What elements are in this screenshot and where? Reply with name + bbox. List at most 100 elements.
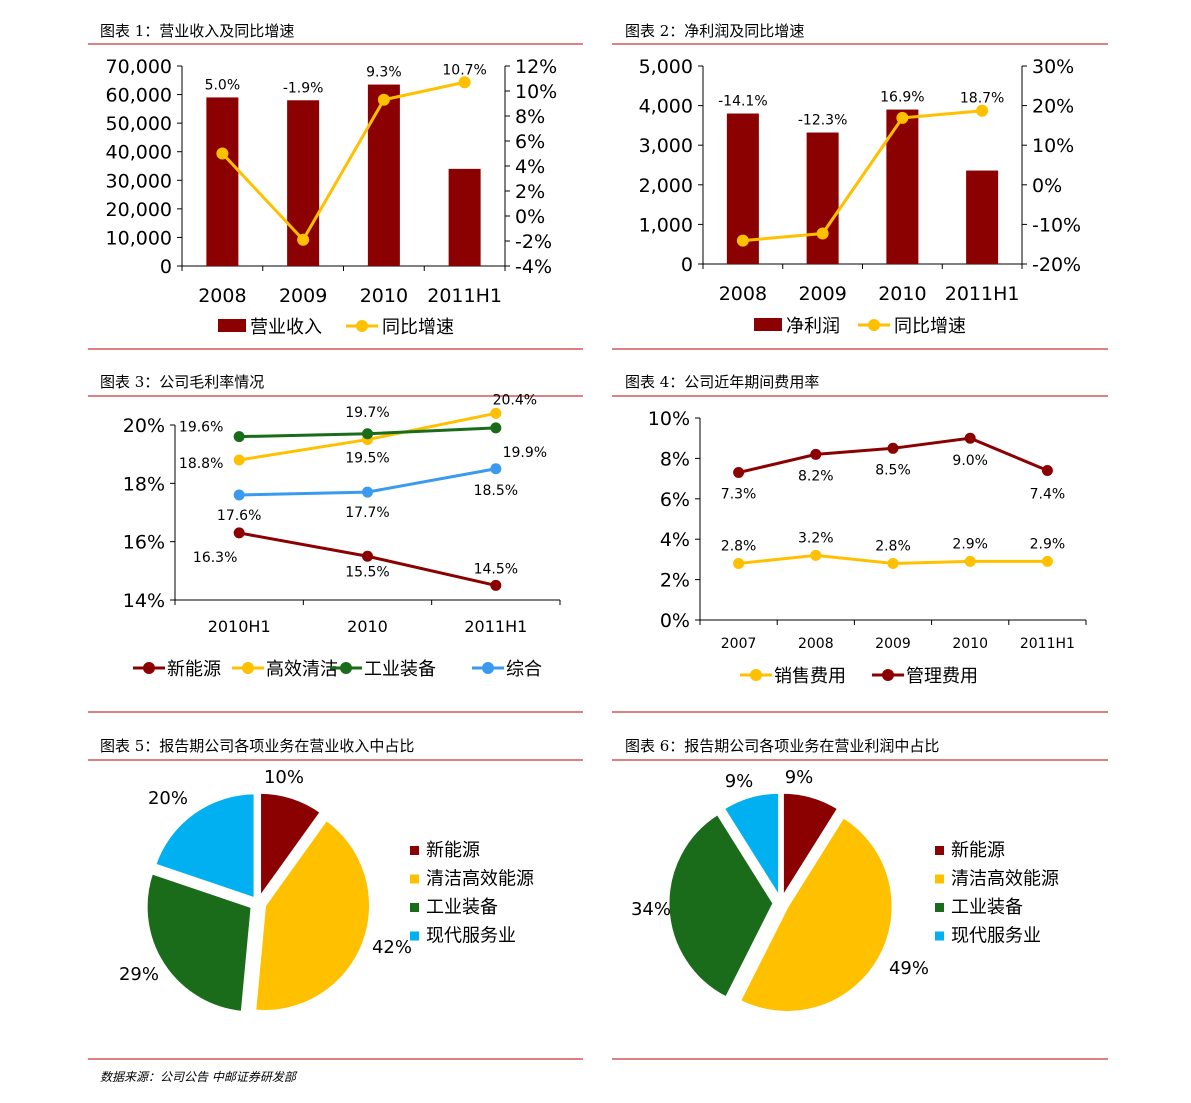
legend-swatch-marker	[242, 662, 254, 674]
series-point	[362, 428, 373, 440]
data-label: 2.8%	[721, 538, 757, 554]
y-tick-label: 0%	[660, 610, 690, 632]
x-tick-label: 2009	[279, 285, 327, 307]
series-point	[964, 432, 976, 444]
y-left-tick-label: 70,000	[106, 56, 172, 78]
data-label: 8.5%	[875, 462, 911, 478]
y-tick-label: 10%	[648, 408, 690, 430]
pie-data-label: 29%	[119, 964, 159, 985]
series-point	[490, 407, 502, 419]
y-tick-label: 16%	[123, 532, 165, 554]
y-left-tick-label: 50,000	[106, 113, 172, 135]
series-point	[1041, 465, 1053, 477]
legend-swatch-marker	[340, 662, 352, 674]
legend-label: 管理费用	[906, 666, 978, 687]
growth-point	[896, 111, 909, 124]
pie-data-label: 42%	[372, 937, 412, 958]
legend-swatch	[935, 903, 944, 912]
bar	[806, 132, 839, 264]
pie-data-label: 9%	[725, 771, 754, 792]
series-point	[233, 431, 245, 443]
y-right-tick-label: 8%	[515, 106, 545, 128]
y-right-tick-label: 12%	[515, 56, 557, 78]
data-label: 20.4%	[493, 392, 537, 408]
y-left-tick-label: 0	[681, 254, 693, 276]
pie-data-label: 49%	[889, 958, 929, 979]
y-left-tick-label: 2,000	[639, 175, 693, 197]
y-left-tick-label: 4,000	[639, 96, 693, 118]
pie-slice	[258, 790, 324, 903]
legend-label: 清洁高效能源	[951, 869, 1059, 890]
pie-slice	[152, 791, 257, 902]
x-tick-label: 2010	[347, 617, 388, 636]
y-right-tick-label: 4%	[515, 156, 545, 178]
legend-label-line: 同比增速	[894, 316, 966, 337]
data-label: 2.9%	[1030, 536, 1066, 552]
data-label: 15.5%	[345, 564, 389, 580]
data-label: 7.3%	[721, 487, 757, 503]
growth-data-label: 10.7%	[442, 62, 486, 78]
y-tick-label: 6%	[660, 489, 690, 511]
pie-data-label: 34%	[631, 899, 671, 920]
series-point	[964, 555, 976, 567]
y-left-tick-label: 60,000	[106, 85, 172, 107]
pie-data-label: 9%	[785, 767, 814, 788]
y-right-tick-label: -2%	[515, 231, 552, 253]
chart3-title: 图表 3：公司毛利率情况	[100, 373, 264, 391]
series-point	[810, 448, 822, 460]
x-tick-label: 2008	[719, 283, 767, 305]
data-label: 18.5%	[474, 483, 518, 499]
legend-swatch-bar	[754, 318, 782, 331]
data-label: 2.8%	[875, 538, 911, 554]
legend-label: 高效清洁	[266, 659, 338, 680]
data-label: 8.2%	[798, 468, 834, 484]
bar	[367, 84, 400, 266]
x-tick-label: 2009	[798, 283, 846, 305]
series-point	[1041, 555, 1053, 567]
x-tick-label: 2010H1	[208, 617, 271, 636]
series-point	[362, 486, 373, 498]
y-right-tick-label: -4%	[515, 256, 552, 278]
legend-label: 销售费用	[774, 666, 846, 687]
legend-label: 新能源	[951, 840, 1005, 861]
data-label: 3.2%	[798, 530, 834, 546]
data-label: 14.5%	[474, 561, 518, 577]
bar	[206, 97, 239, 266]
legend-swatch	[935, 931, 944, 941]
growth-point	[976, 104, 989, 117]
data-label: 19.9%	[503, 445, 547, 461]
growth-point	[458, 76, 471, 89]
x-tick-label: 2011H1	[1020, 636, 1075, 652]
legend-label-line: 同比增速	[382, 317, 454, 338]
legend-swatch-marker	[482, 662, 494, 674]
pie-slice	[666, 811, 776, 1001]
chart2-title: 图表 2：净利润及同比增速	[625, 22, 804, 40]
pie-data-label: 10%	[264, 767, 304, 788]
legend-swatch	[410, 846, 419, 855]
pie-slice	[780, 790, 841, 904]
series-point	[362, 550, 373, 562]
data-label: 17.6%	[217, 508, 261, 524]
y-left-tick-label: 40,000	[106, 142, 172, 164]
legend-label: 现代服务业	[951, 926, 1041, 947]
x-tick-label: 2008	[198, 285, 246, 307]
legend-label: 工业装备	[426, 897, 498, 918]
legend-label-bar: 营业收入	[250, 317, 322, 338]
legend-label: 工业装备	[951, 897, 1023, 918]
data-label: 16.3%	[193, 550, 237, 566]
y-tick-label: 2%	[660, 570, 690, 592]
growth-data-label: -12.3%	[798, 113, 848, 129]
y-left-tick-label: 5,000	[639, 56, 693, 78]
growth-point	[216, 147, 229, 160]
series-point	[810, 549, 822, 561]
y-right-tick-label: -20%	[1032, 254, 1081, 276]
pie-slice	[253, 817, 373, 1013]
x-tick-label: 2011H1	[427, 285, 502, 307]
growth-data-label: -14.1%	[718, 94, 768, 110]
growth-data-label: 16.9%	[880, 90, 924, 106]
y-left-tick-label: 30,000	[106, 170, 172, 192]
growth-data-label: -1.9%	[283, 80, 324, 96]
legend-swatch-marker	[868, 319, 880, 331]
growth-point	[816, 227, 829, 240]
